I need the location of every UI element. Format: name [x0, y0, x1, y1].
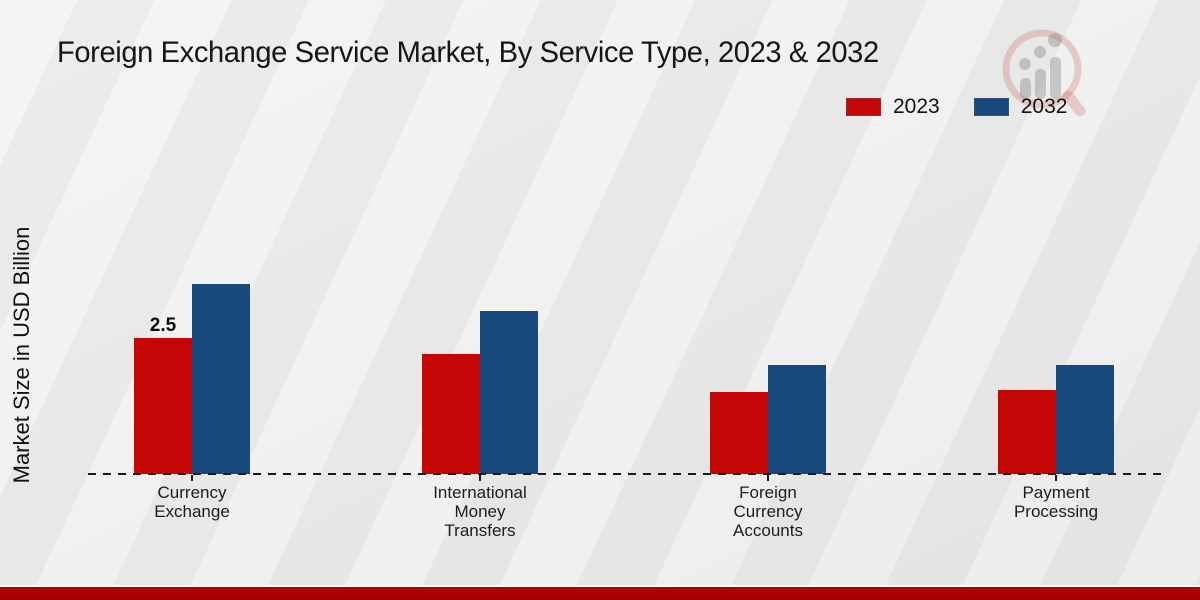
bar-value-label: 2.5	[149, 315, 177, 336]
bar-2023-international	[422, 354, 480, 474]
axis-tick	[767, 475, 769, 481]
legend-label-2023: 2023	[893, 95, 940, 118]
watermark-logo-icon	[1002, 29, 1086, 117]
legend-item-2032: 2032	[973, 95, 1068, 119]
bar-2032-foreign	[768, 365, 826, 474]
footer-red-band	[0, 587, 1200, 600]
legend-label-2032: 2032	[1020, 95, 1068, 118]
category-label-foreign: Foreign Currency Accounts	[733, 483, 803, 540]
footer-divider	[0, 585, 1200, 587]
bar-2032-payment	[1056, 365, 1114, 474]
legend-item-2023: 2023	[846, 95, 940, 119]
legend-swatch-2032	[973, 98, 1009, 116]
bar-2023-currency	[134, 338, 192, 474]
bar-2032-currency	[192, 284, 250, 474]
bar-2032-international	[480, 311, 538, 474]
x-axis-baseline	[88, 473, 1164, 475]
chart-title: Foreign Exchange Service Market, By Serv…	[57, 36, 879, 69]
category-label-payment: Payment Processing	[1013, 483, 1099, 521]
category-label-currency: Currency Exchange	[154, 483, 230, 521]
axis-tick	[1055, 475, 1057, 481]
category-label-international: International Money Transfers	[433, 483, 527, 540]
bar-2023-foreign	[710, 392, 768, 474]
legend-swatch-2023	[846, 98, 881, 116]
axis-tick	[191, 475, 193, 481]
bar-2023-payment	[998, 390, 1056, 474]
legend: 2023 2032	[846, 95, 1067, 119]
axis-tick	[479, 475, 481, 481]
